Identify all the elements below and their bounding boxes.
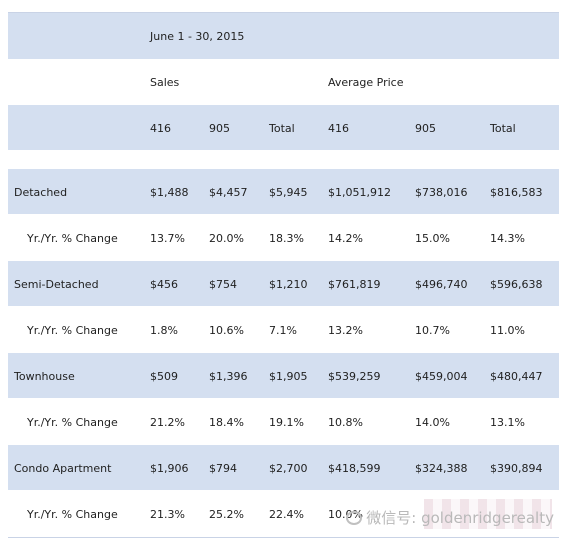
cell: 15.0% [415,232,450,245]
cell: 21.2% [150,416,185,429]
table-row: Condo Apartment $1,906 $794 $2,700 $418,… [8,445,559,490]
cell: $390,894 [490,462,543,475]
cell: 1.8% [150,324,178,337]
cell: 13.2% [328,324,363,337]
cell: $816,583 [490,186,543,199]
cell: 14.2% [328,232,363,245]
row-label: Condo Apartment [14,462,112,475]
cell: $480,447 [490,370,543,383]
cell: 19.1% [269,416,304,429]
cell: $1,488 [150,186,189,199]
cell: 22.4% [269,508,304,521]
cell: $418,599 [328,462,381,475]
cell: $509 [150,370,178,383]
cell: $1,396 [209,370,248,383]
cell: $459,004 [415,370,468,383]
table-bottom-border [8,537,559,538]
cell: 21.3% [150,508,185,521]
cell: $539,259 [328,370,381,383]
cell: 13.1% [490,416,525,429]
wechat-icon [346,510,363,525]
cell: $1,905 [269,370,308,383]
cell: $4,457 [209,186,248,199]
cell: 14.0% [415,416,450,429]
cell: 11.0% [490,324,525,337]
sales-group-label: Sales [150,76,180,89]
cell: 14.3% [490,232,525,245]
cell: 13.7% [150,232,185,245]
cell: 18.4% [209,416,244,429]
cell: $596,638 [490,278,543,291]
cell: $5,945 [269,186,308,199]
cell: $2,700 [269,462,308,475]
col-sales-total: Total [269,122,295,135]
cell: 10.6% [209,324,244,337]
watermark: 微信号: goldenridgerealty [346,507,554,528]
cell: $1,906 [150,462,189,475]
row-label: Townhouse [14,370,75,383]
row-label: Yr./Yr. % Change [27,324,118,337]
table-row: Semi-Detached $456 $754 $1,210 $761,819 … [8,261,559,306]
watermark-text: 微信号: goldenridgerealty [366,509,554,527]
cell: 10.0% [328,508,363,521]
cell: $496,740 [415,278,468,291]
cell: $754 [209,278,237,291]
header-columns-row: 416 905 Total 416 905 Total [8,105,559,150]
col-price-416: 416 [328,122,349,135]
table-row: Detached $1,488 $4,457 $5,945 $1,051,912… [8,169,559,214]
col-price-total: Total [490,122,516,135]
header-group-row: Sales Average Price [8,59,559,105]
period-label: June 1 - 30, 2015 [150,30,245,43]
header-period-row: June 1 - 30, 2015 [8,13,559,59]
table-row: Yr./Yr. % Change 1.8% 10.6% 7.1% 13.2% 1… [8,306,559,353]
cell: $1,051,912 [328,186,391,199]
row-label: Semi-Detached [14,278,99,291]
cell: $1,210 [269,278,308,291]
cell: $456 [150,278,178,291]
col-sales-416: 416 [150,122,171,135]
row-label: Yr./Yr. % Change [27,508,118,521]
table-row: Yr./Yr. % Change 13.7% 20.0% 18.3% 14.2%… [8,214,559,261]
cell: 10.8% [328,416,363,429]
row-label: Yr./Yr. % Change [27,416,118,429]
pixelated-overlay [424,499,552,529]
cell: 18.3% [269,232,304,245]
avg-price-group-label: Average Price [328,76,404,89]
cell: $738,016 [415,186,468,199]
cell: 10.7% [415,324,450,337]
cell: $761,819 [328,278,381,291]
cell: 25.2% [209,508,244,521]
cell: $324,388 [415,462,468,475]
table-top-border [8,12,559,13]
col-price-905: 905 [415,122,436,135]
cell: $794 [209,462,237,475]
table-row: Townhouse $509 $1,396 $1,905 $539,259 $4… [8,353,559,398]
row-label: Detached [14,186,68,199]
row-label: Yr./Yr. % Change [27,232,118,245]
table-row: Yr./Yr. % Change 21.2% 18.4% 19.1% 10.8%… [8,398,559,445]
cell: 7.1% [269,324,297,337]
col-sales-905: 905 [209,122,230,135]
table-row: Yr./Yr. % Change 21.3% 25.2% 22.4% 10.0% [8,490,559,537]
cell: 20.0% [209,232,244,245]
